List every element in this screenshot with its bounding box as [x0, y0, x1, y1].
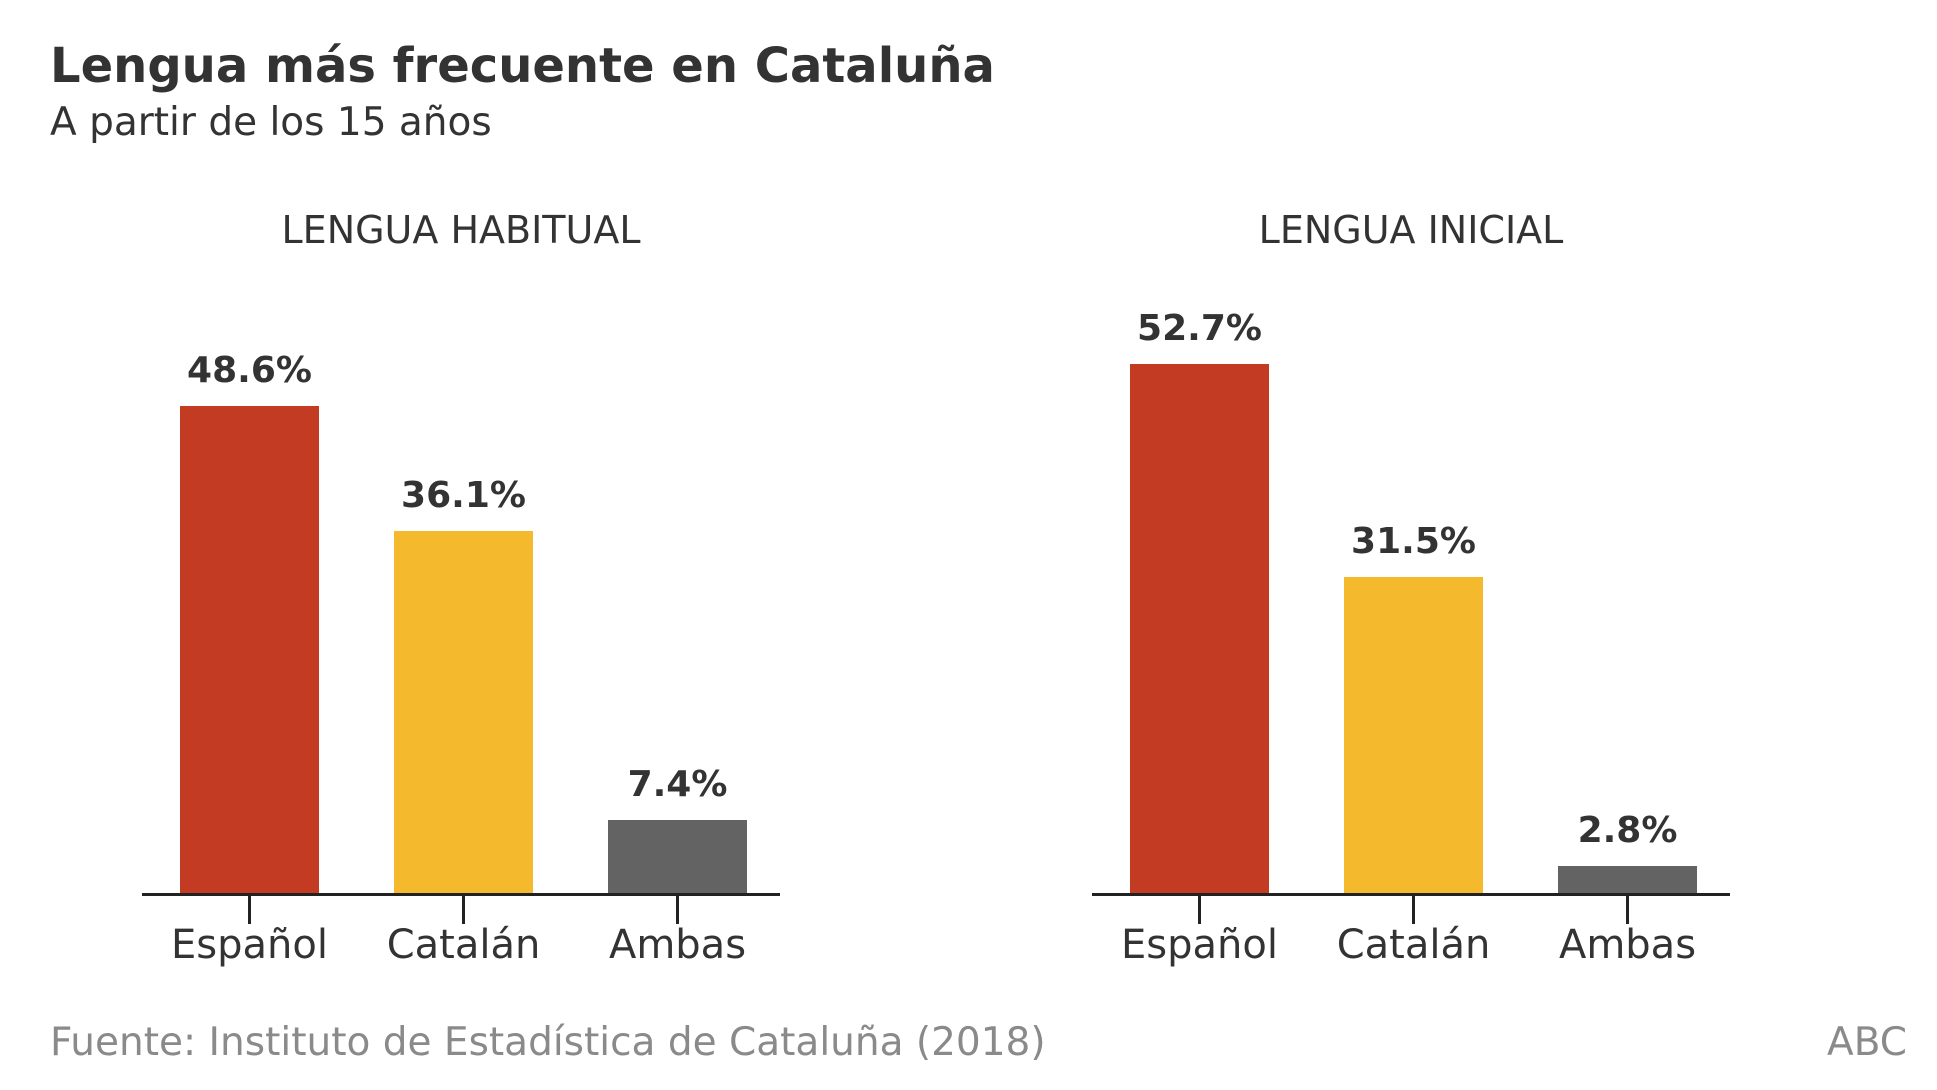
bar-catal-n — [1344, 577, 1483, 894]
bar-espa-ol — [1130, 364, 1269, 894]
category-label: Catalán — [386, 922, 541, 968]
category-label: Español — [1121, 922, 1278, 968]
data-label: 48.6% — [187, 349, 312, 391]
axis-tick — [1626, 894, 1629, 924]
axis-tick — [462, 894, 465, 924]
brand-label: ABC — [1827, 1020, 1907, 1065]
bar-catal-n — [394, 531, 533, 894]
category-label: Español — [171, 922, 328, 968]
data-label: 2.8% — [1577, 809, 1678, 851]
chart-title: Lengua más frecuente en Cataluña — [50, 38, 995, 94]
panel-title: LENGUA INICIAL — [1258, 208, 1564, 252]
x-axis-baseline — [1092, 893, 1730, 896]
axis-tick — [1198, 894, 1201, 924]
category-label: Catalán — [1336, 922, 1491, 968]
axis-tick — [248, 894, 251, 924]
bar-ambas — [1558, 865, 1697, 894]
panel-title: LENGUA HABITUAL — [281, 208, 641, 252]
data-label: 31.5% — [1351, 521, 1476, 563]
chart-subtitle: A partir de los 15 años — [50, 100, 492, 145]
axis-tick — [676, 894, 679, 924]
category-label: Ambas — [1558, 922, 1697, 968]
bar-espa-ol — [180, 405, 319, 894]
category-label: Ambas — [608, 922, 747, 968]
data-label: 7.4% — [627, 763, 728, 805]
x-axis-baseline — [142, 893, 780, 896]
data-label: 52.7% — [1137, 308, 1262, 350]
axis-tick — [1412, 894, 1415, 924]
source-note: Fuente: Instituto de Estadística de Cata… — [50, 1020, 1046, 1065]
data-label: 36.1% — [401, 475, 526, 517]
bar-ambas — [608, 819, 747, 894]
